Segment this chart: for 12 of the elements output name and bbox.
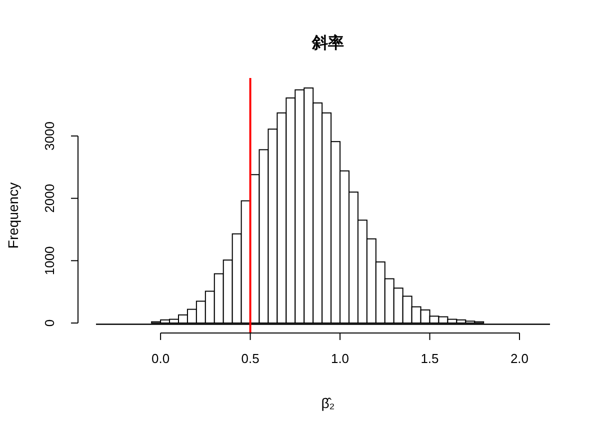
y-axis-title: Frequency — [5, 182, 21, 249]
y-tick-label: 1000 — [42, 246, 57, 276]
y-tick-label: 3000 — [42, 122, 57, 150]
x-tick-label: 1.0 — [330, 351, 350, 366]
chart-title: 斜率 — [311, 33, 344, 52]
x-tick-label: 0.5 — [241, 351, 260, 366]
y-tick-label: 0 — [42, 319, 57, 327]
y-tick-label: 2000 — [42, 184, 57, 213]
x-tick-label: 0.0 — [152, 351, 170, 366]
x-axis-title: β̂₂ — [321, 395, 335, 411]
x-tick-label: 2.0 — [510, 351, 529, 366]
x-tick-label: 1.5 — [420, 351, 439, 366]
